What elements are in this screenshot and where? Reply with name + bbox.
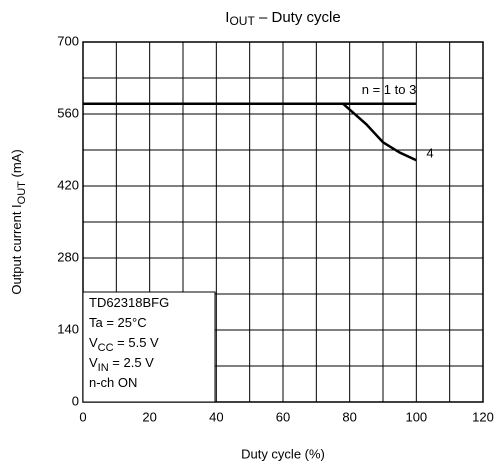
plot-frame <box>82 41 484 403</box>
x-tick-label: 100 <box>405 409 427 424</box>
x-tick-label: 20 <box>142 409 156 424</box>
series-label: n = 1 to 3 <box>362 82 417 97</box>
y-tick-label: 700 <box>57 33 79 48</box>
x-tick-label: 0 <box>79 409 86 424</box>
note-line: VIN = 2.5 V <box>89 355 154 373</box>
x-axis-label: Duty cycle (%) <box>241 446 325 461</box>
y-axis-label: Output current IOUT (mA) <box>9 149 27 294</box>
chart-title: IOUT – Duty cycle <box>225 9 340 28</box>
line-series <box>83 102 417 162</box>
x-tick-label: 40 <box>209 409 223 424</box>
note-text: IN <box>98 362 109 374</box>
y-tick-label: 420 <box>57 177 79 192</box>
note-text: = 2.5 V <box>109 355 154 370</box>
note-text: V <box>89 355 98 370</box>
series-label: 4 <box>426 146 433 161</box>
y-tick-label: 0 <box>72 393 79 408</box>
note-line: TD62318BFG <box>89 295 169 310</box>
note-line: n-ch ON <box>89 375 137 390</box>
note-text: TD62318BFG <box>89 295 169 310</box>
note-line: VCC = 5.5 V <box>89 335 159 353</box>
note-text: CC <box>98 342 114 354</box>
x-tick-label: 80 <box>342 409 356 424</box>
y-tick-label: 560 <box>57 105 79 120</box>
note-line: Ta = 25°C <box>89 315 147 330</box>
x-tick-label: 60 <box>276 409 290 424</box>
y-tick-label: 280 <box>57 249 79 264</box>
y-tick-label: 140 <box>57 321 79 336</box>
note-text: V <box>89 335 98 350</box>
x-tick-label: 120 <box>472 409 494 424</box>
note-text: = 5.5 V <box>114 335 159 350</box>
note-text: Ta = 25°C <box>89 315 147 330</box>
note-box <box>82 291 216 403</box>
note-text: n-ch ON <box>89 375 137 390</box>
